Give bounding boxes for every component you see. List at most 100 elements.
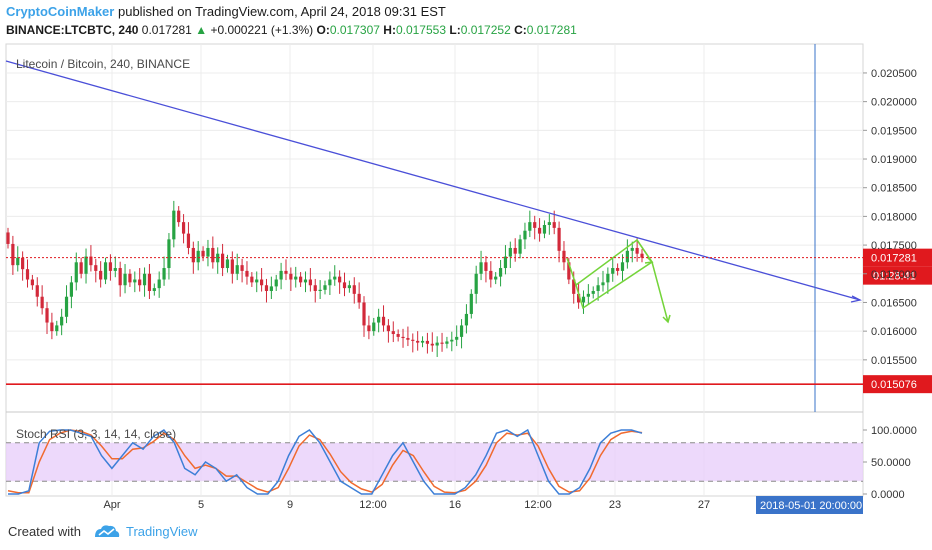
y-tick-label: 0.019500 xyxy=(871,125,917,137)
candle-body xyxy=(196,250,200,263)
candle-body xyxy=(557,227,561,251)
candle-body xyxy=(294,276,298,280)
price-label: 0.017281 xyxy=(871,253,917,265)
candle-body xyxy=(435,342,439,346)
stoch-d-line xyxy=(7,429,643,494)
x-tick-label: 16 xyxy=(449,499,461,511)
y-tick-label: 0.020500 xyxy=(871,68,917,80)
candle-body xyxy=(464,313,469,326)
candle-body xyxy=(411,339,415,341)
candle-body xyxy=(99,270,103,280)
candle-body xyxy=(255,279,259,283)
candle-body xyxy=(201,250,205,257)
candle-body xyxy=(123,273,127,286)
candle-body xyxy=(474,273,478,294)
candle-body xyxy=(308,279,312,286)
candle-body xyxy=(45,308,49,323)
candle-body xyxy=(372,322,376,332)
candle-body xyxy=(69,282,73,297)
candle-body xyxy=(450,339,454,342)
low-value: 0.017252 xyxy=(460,23,511,37)
candle-body xyxy=(138,279,142,286)
candle-body xyxy=(177,210,181,223)
candle-body xyxy=(377,316,381,323)
candle-body xyxy=(264,285,269,291)
candle-body xyxy=(333,276,337,280)
candle-body xyxy=(459,325,464,337)
candle-body xyxy=(299,276,303,283)
close-label: C: xyxy=(514,23,527,37)
candle-body xyxy=(528,222,532,231)
candle-body xyxy=(630,247,634,251)
candle-body xyxy=(303,279,308,283)
countdown-label: 01:28:41 xyxy=(873,271,916,283)
trendline xyxy=(5,60,861,301)
candle-body xyxy=(479,262,483,274)
tradingview-link[interactable]: TradingView xyxy=(126,524,198,539)
candle-body xyxy=(230,259,234,274)
candle-body xyxy=(396,334,400,337)
candle-body xyxy=(318,289,322,291)
candle-body xyxy=(211,247,215,263)
candle-body xyxy=(64,296,69,317)
candle-body xyxy=(542,225,547,234)
candles xyxy=(6,200,644,357)
candle-body xyxy=(60,316,64,326)
candle-body xyxy=(440,342,444,344)
y-tick-label: 0.016000 xyxy=(871,326,917,338)
candle-body xyxy=(11,243,15,266)
candle-body xyxy=(455,336,459,340)
y-tick-label: 0.016500 xyxy=(871,297,917,309)
candle-body xyxy=(611,268,615,274)
candle-body xyxy=(25,269,30,280)
candle-body xyxy=(50,322,54,332)
candle-body xyxy=(562,250,566,263)
chart-header: CryptoCoinMaker published on TradingView… xyxy=(0,0,932,44)
candle-body xyxy=(147,273,152,291)
candle-body xyxy=(352,285,356,294)
candle-body xyxy=(547,222,551,225)
candle-body xyxy=(606,273,610,283)
candle-body xyxy=(362,302,366,326)
stoch-title: Stoch RSI (3, 3, 14, 14, close) xyxy=(16,427,176,441)
candle-body xyxy=(274,279,278,287)
candle-body xyxy=(469,293,473,314)
candle-body xyxy=(260,279,264,286)
candle-body xyxy=(191,247,195,263)
candle-body xyxy=(445,341,449,344)
candle-body xyxy=(186,233,191,248)
stoch-tick-label: 100.0000 xyxy=(871,425,917,437)
candle-body xyxy=(313,285,317,291)
published-text: published on TradingView.com, April 24, … xyxy=(117,4,446,19)
chart-canvas[interactable]: 0.017281 01:28:41 0.015076 2018-05-01 20:00… xyxy=(0,0,932,516)
stoch-tick-label: 50.0000 xyxy=(871,457,911,469)
candle-body xyxy=(84,256,88,274)
candle-body xyxy=(416,340,420,343)
brand-link[interactable]: CryptoCoinMaker xyxy=(6,4,115,19)
candle-body xyxy=(162,268,166,280)
candle-body xyxy=(6,232,10,244)
candle-body xyxy=(406,338,410,340)
candle-body xyxy=(289,273,293,280)
x-tick-label: 12:00 xyxy=(359,499,387,511)
x-tick-label: 5 xyxy=(198,499,204,511)
candle-body xyxy=(118,268,122,286)
y-tick-label: 0.015500 xyxy=(871,355,917,367)
x-tick-label: 23 xyxy=(609,499,621,511)
candle-body xyxy=(386,325,390,332)
candle-body xyxy=(142,273,147,286)
candle-body xyxy=(79,262,83,274)
candle-body xyxy=(342,282,347,289)
candle-body xyxy=(323,285,327,290)
candle-body xyxy=(503,256,508,269)
candle-body xyxy=(572,279,576,294)
candle-body xyxy=(35,285,39,297)
candle-body xyxy=(172,210,176,240)
candle-body xyxy=(94,265,98,271)
candle-body xyxy=(181,222,186,234)
candle-body xyxy=(220,253,225,269)
last-price: 0.017281 xyxy=(141,23,192,37)
candle-body xyxy=(552,222,556,228)
candle-body xyxy=(328,279,332,286)
candle-body xyxy=(620,262,625,271)
